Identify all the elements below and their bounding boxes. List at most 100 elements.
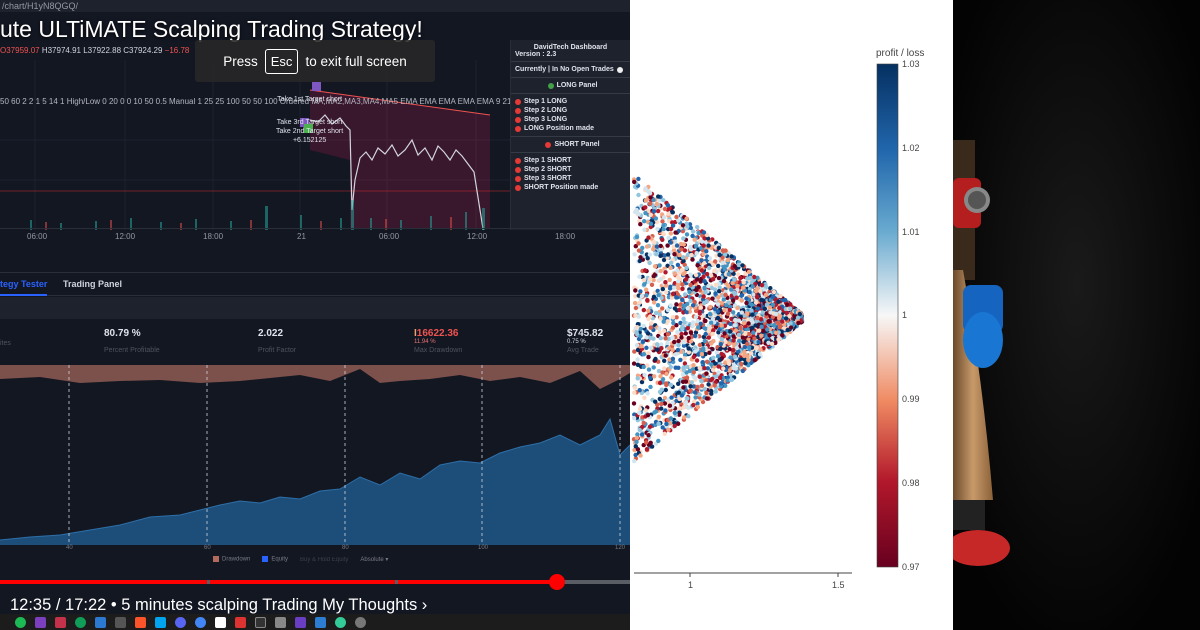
- tab-strategy-tester[interactable]: tegy Tester: [0, 279, 48, 296]
- scatter-point: [665, 252, 671, 257]
- word-icon[interactable]: [95, 616, 106, 628]
- app-icon[interactable]: [235, 616, 246, 628]
- scatter-point: [695, 404, 701, 410]
- scatter-point: [694, 287, 699, 293]
- annotation-text: Take 3rd Target short: [276, 119, 343, 126]
- scatter-point: [639, 432, 645, 437]
- scatter-point: [648, 212, 653, 217]
- visual-studio-icon[interactable]: [295, 616, 306, 628]
- terminal-icon[interactable]: [255, 616, 266, 628]
- onenote-icon[interactable]: [35, 616, 46, 628]
- brave-icon[interactable]: [135, 616, 146, 628]
- scatter-point: [645, 256, 650, 261]
- scatter-point: [633, 244, 638, 249]
- scatter-point: [773, 330, 779, 335]
- scatter-point: [636, 176, 641, 182]
- scatter-point: [634, 330, 639, 335]
- scatter-point: [718, 381, 724, 386]
- video-progress-bar[interactable]: [0, 574, 630, 590]
- notion-icon[interactable]: [215, 616, 226, 628]
- vscode-icon[interactable]: [315, 616, 326, 628]
- scatter-point: [777, 305, 782, 311]
- scatter-point: [695, 384, 700, 390]
- app-icon[interactable]: [335, 616, 346, 628]
- settings-icon[interactable]: [355, 616, 366, 628]
- scatter-point: [643, 408, 648, 413]
- scatter-point: [720, 255, 725, 260]
- discord-icon[interactable]: [175, 616, 186, 628]
- scatter-point: [645, 331, 651, 336]
- scatter-point: [712, 383, 717, 388]
- scatter-point: [760, 310, 765, 315]
- scatter-point: [644, 335, 649, 340]
- scatter-point: [695, 319, 700, 324]
- spotify-icon[interactable]: [15, 616, 26, 628]
- scatter-point: [646, 433, 651, 438]
- scatter-point: [691, 370, 696, 375]
- progress-scrubber-handle[interactable]: [549, 574, 565, 590]
- scatter-point: [664, 371, 669, 377]
- scatter-point: [698, 321, 703, 326]
- scatter-point: [670, 356, 676, 361]
- long-panel-label: LONG Panel: [556, 82, 598, 89]
- scatter-point: [632, 179, 637, 185]
- absolute-dropdown[interactable]: Absolute ▾: [360, 557, 389, 563]
- scatter-point: [647, 276, 653, 282]
- app-icon[interactable]: [275, 616, 286, 628]
- edge-icon[interactable]: [75, 616, 86, 628]
- scatter-point: [698, 305, 703, 310]
- scatter-point: [635, 376, 640, 381]
- scatter-point: [642, 219, 647, 224]
- scatter-point: [731, 334, 736, 339]
- scatter-point: [688, 339, 694, 344]
- scatter-point: [644, 293, 649, 298]
- scatter-point: [788, 321, 793, 326]
- scatter-point: [681, 236, 686, 241]
- scatter-point: [636, 241, 641, 246]
- chrome-icon[interactable]: [195, 616, 206, 628]
- scatter-point: [711, 355, 716, 360]
- scatter-point: [710, 367, 716, 373]
- trade-annotations: Take 1st Target short Take 3rd Target sh…: [276, 95, 343, 145]
- ohlc-open: O37959.07: [0, 46, 40, 55]
- scatter-point: [688, 225, 693, 231]
- scatter-point: [713, 291, 718, 296]
- equity-x-tick: 80: [342, 545, 349, 551]
- scatter-point: [681, 405, 686, 410]
- legend-drawdown[interactable]: Drawdown: [213, 556, 250, 563]
- scatter-point: [642, 268, 648, 273]
- scatter-point: [681, 258, 686, 264]
- video-player[interactable]: /chart/H1yN8QGQ/ O37959.07 H37974.91 L37…: [0, 0, 630, 630]
- scatter-point: [664, 421, 669, 427]
- scatter-point: [680, 286, 685, 291]
- video-time-chapter[interactable]: 12:35 / 17:22 • 5 minutes scalping Tradi…: [10, 596, 428, 614]
- scatter-point: [740, 263, 745, 268]
- scatter-point: [636, 248, 642, 253]
- scatter-point: [639, 379, 645, 385]
- scatter-point: [649, 321, 654, 326]
- bottom-panel-tabs: tegy Tester Trading Panel: [0, 272, 630, 296]
- scatter-point: [680, 282, 685, 287]
- scatter-point: [666, 427, 671, 432]
- scatter-point: [635, 432, 640, 437]
- scatter-point: [681, 367, 687, 373]
- scatter-point: [719, 351, 724, 357]
- scatter-point: [681, 343, 687, 348]
- app-icon[interactable]: [115, 616, 126, 628]
- scatter-point: [682, 356, 687, 361]
- scatter-point: [665, 203, 671, 208]
- scatter-point: [655, 208, 661, 214]
- office-icon[interactable]: [55, 616, 66, 628]
- scatter-point: [745, 341, 750, 347]
- legend-buy-hold[interactable]: Buy & Hold Equity: [300, 557, 348, 563]
- scatter-point: [637, 300, 642, 305]
- scatter-point: [746, 321, 751, 326]
- tab-trading-panel[interactable]: Trading Panel: [63, 279, 123, 289]
- scatter-point: [677, 396, 682, 402]
- scatter-point: [667, 277, 672, 283]
- scatter-point: [688, 388, 693, 393]
- scatter-point: [645, 412, 651, 418]
- store-icon[interactable]: [155, 616, 166, 628]
- legend-equity[interactable]: Equity: [262, 556, 288, 563]
- scatter-point: [685, 326, 690, 331]
